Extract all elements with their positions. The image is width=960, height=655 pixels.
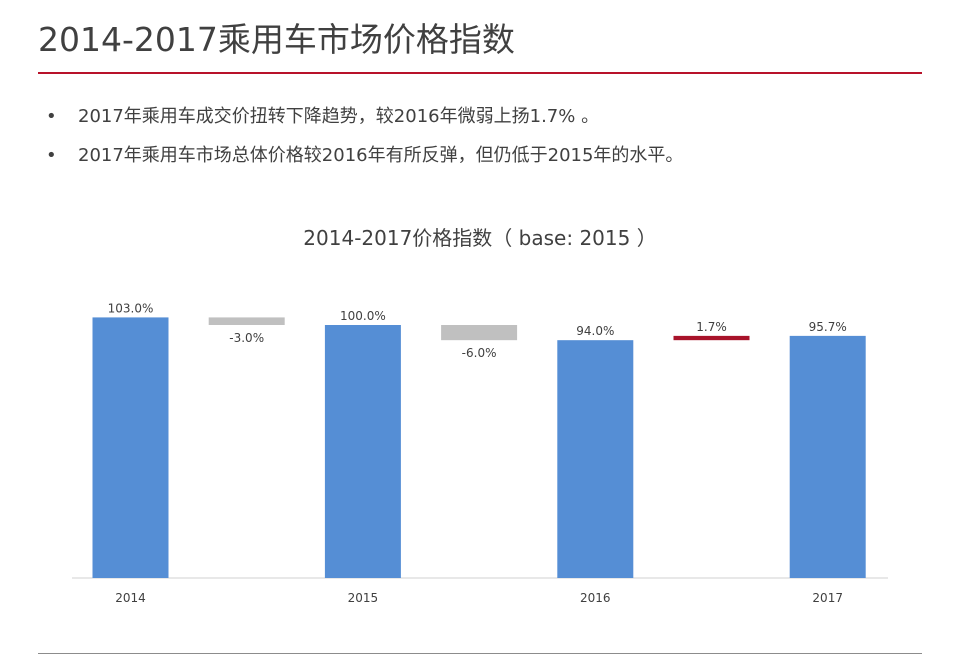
bottom-divider [38,653,922,654]
data-label: 94.0% [576,324,614,338]
data-label: 95.7% [809,320,847,334]
bullet-text: 2017年乘用车市场总体价格较2016年有所反弹，但仍低于2015年的水平。 [78,145,684,166]
bar-total [557,340,634,578]
bullet-marker: • [46,145,57,166]
bar-decrease [208,317,285,325]
bullet-list: • 2017年乘用车成交价扭转下降趋势，较2016年微弱上扬1.7% 。 • 2… [46,102,683,180]
x-tick-label: 2017 [812,591,843,605]
chart-title: 2014-2017价格指数（ base: 2015 ） [303,226,657,250]
data-label: 100.0% [340,309,386,323]
bullet-item: • 2017年乘用车成交价扭转下降趋势，较2016年微弱上扬1.7% 。 [46,102,683,132]
title-divider [38,72,922,74]
data-label: 1.7% [696,320,727,334]
data-label: 103.0% [108,301,154,315]
bullet-text: 2017年乘用车成交价扭转下降趋势，较2016年微弱上扬1.7% 。 [78,106,600,127]
data-label: -6.0% [462,346,497,360]
page-title: 2014-2017乘用车市场价格指数 [38,20,515,59]
bar-total [324,325,401,578]
bar-increase [673,335,750,341]
bullet-item: • 2017年乘用车市场总体价格较2016年有所反弹，但仍低于2015年的水平。 [46,141,683,171]
data-label: -3.0% [229,331,264,345]
bar-total [92,317,169,578]
bar-total [789,335,866,578]
x-tick-label: 2014 [115,591,146,605]
x-tick-label: 2016 [580,591,611,605]
bar-decrease [441,325,518,341]
bullet-marker: • [46,106,57,127]
x-tick-label: 2015 [348,591,379,605]
